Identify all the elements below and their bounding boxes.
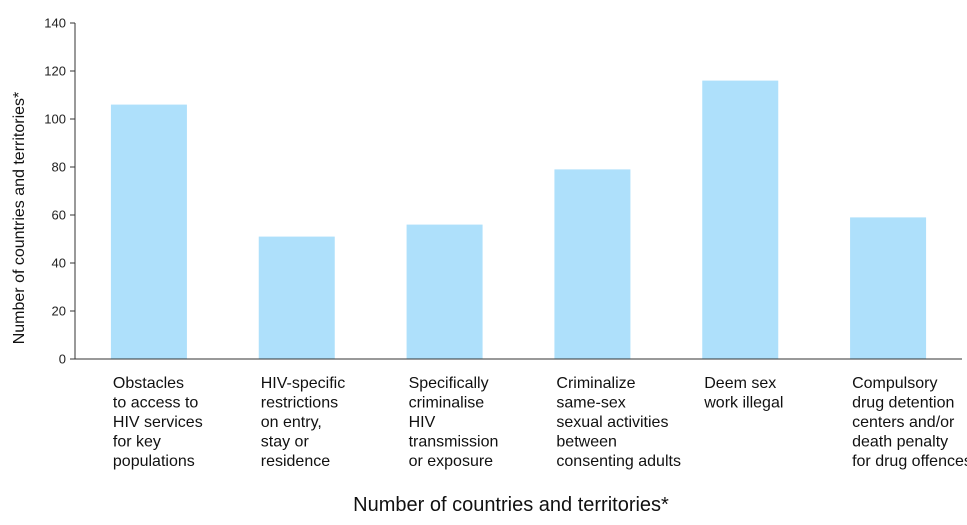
y-tick-label: 20 [52, 304, 66, 319]
bars [110, 80, 927, 359]
bar [850, 217, 927, 359]
x-category-label: Criminalize same-sex sexual activities betw… [556, 375, 681, 470]
y-axis: 0 20 40 60 80 100 120 140 [44, 16, 76, 367]
bar [258, 236, 335, 359]
y-tick-label: 0 [59, 352, 66, 367]
y-tick-label: 100 [44, 112, 66, 127]
x-category-label: Obstacles to access to HIV services for key… [113, 375, 203, 470]
bar [110, 104, 187, 359]
y-tick-label: 120 [44, 64, 66, 79]
y-tick-label: 140 [44, 16, 66, 31]
x-category-label: Specifically criminalise HIV transmission or… [409, 375, 499, 470]
y-tick-label: 80 [52, 160, 66, 175]
bar [702, 80, 779, 359]
x-category-label: HIV-specific restrictions on entry, stay or… [261, 375, 345, 470]
x-category-label: Compulsory drug detention centers and/or de… [852, 375, 967, 470]
y-axis-title: Number of countries and territories* [11, 92, 28, 345]
y-tick-label: 60 [52, 208, 66, 223]
y-tick-label: 40 [52, 256, 66, 271]
bar [406, 224, 483, 359]
chart-title: Number of countries and territories* [353, 494, 669, 516]
x-category-label: Deem sex work illegal [703, 375, 783, 412]
bar [554, 169, 631, 359]
x-axis: Obstacles to access to HIV services for key… [75, 358, 967, 470]
